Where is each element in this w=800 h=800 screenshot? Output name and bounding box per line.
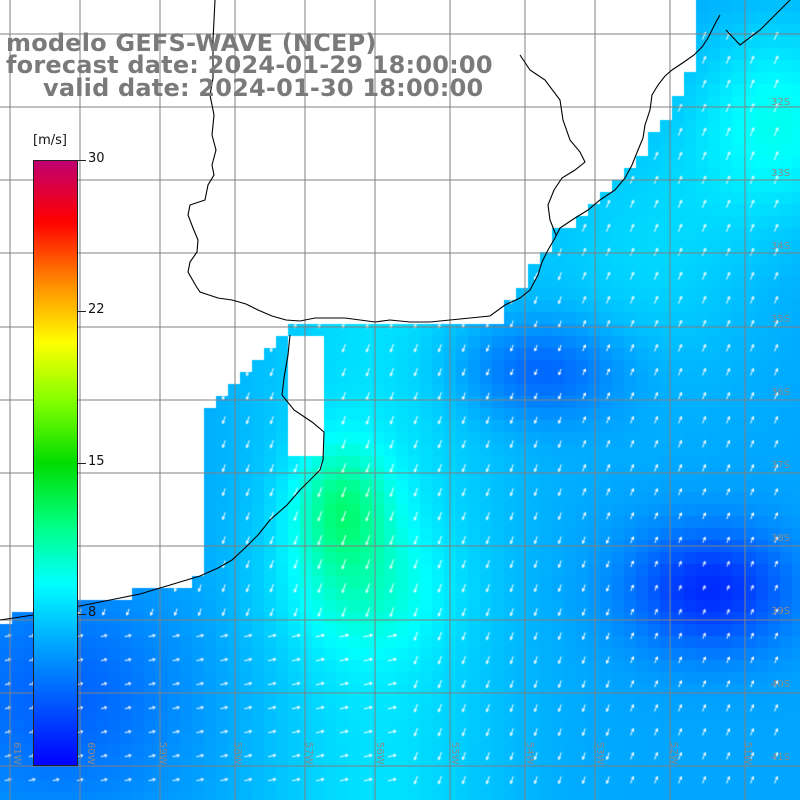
lat-label: 40S bbox=[771, 679, 790, 690]
lat-label: 39S bbox=[771, 606, 790, 617]
lat-label: 32S bbox=[771, 97, 790, 108]
lon-label: 54W bbox=[524, 742, 535, 765]
colorbar-tick bbox=[78, 311, 86, 312]
lat-label: 41S bbox=[771, 752, 790, 763]
lon-label: 55W bbox=[449, 742, 460, 765]
colorbar bbox=[33, 160, 78, 766]
colorbar-tick bbox=[78, 463, 86, 464]
lat-label: 37S bbox=[771, 460, 790, 471]
colorbar-label-30: 30 bbox=[88, 151, 105, 166]
lat-label: 33S bbox=[771, 168, 790, 179]
lon-label: 51W bbox=[742, 742, 753, 765]
lon-label: 59W bbox=[157, 742, 168, 765]
coastline-south bbox=[0, 334, 325, 621]
colorbar-unit: [m/s] bbox=[33, 133, 67, 148]
lon-label: 56W bbox=[374, 742, 385, 765]
lon-label: 52W bbox=[668, 742, 679, 765]
coastline-north bbox=[519, 54, 586, 236]
coastline-northeast bbox=[725, 0, 791, 46]
lon-label: 58W bbox=[232, 742, 243, 765]
colorbar-tick bbox=[78, 614, 86, 615]
longitude-labels: 61W 60W 59W 58W 57W 56W 55W 54W 53W 52W 51W bbox=[11, 742, 753, 765]
colorbar-label-15: 15 bbox=[88, 454, 105, 469]
title-valid-date: valid date: 2024-01-30 18:00:00 bbox=[43, 74, 484, 102]
lat-label: 35S bbox=[771, 314, 790, 325]
title-forecast-date: forecast date: 2024-01-29 18:00:00 bbox=[6, 51, 493, 79]
colorbar-label-22: 22 bbox=[88, 302, 105, 317]
title-model: modelo GEFS-WAVE (NCEP) bbox=[6, 29, 377, 57]
latitude-labels: 32S 33S 34S 35S 36S 37S 38S 39S 40S 41S bbox=[771, 97, 790, 763]
lat-label: 36S bbox=[771, 387, 790, 398]
lon-label: 60W bbox=[85, 742, 96, 765]
lat-label: 34S bbox=[771, 241, 790, 252]
lat-label: 38S bbox=[771, 533, 790, 544]
lon-label: 61W bbox=[11, 742, 22, 765]
colorbar-tick bbox=[78, 160, 86, 161]
colorbar-label-8: 8 bbox=[88, 605, 97, 620]
lon-label: 53W bbox=[594, 742, 605, 765]
lon-label: 57W bbox=[303, 742, 314, 765]
coastline-main bbox=[187, 0, 721, 323]
